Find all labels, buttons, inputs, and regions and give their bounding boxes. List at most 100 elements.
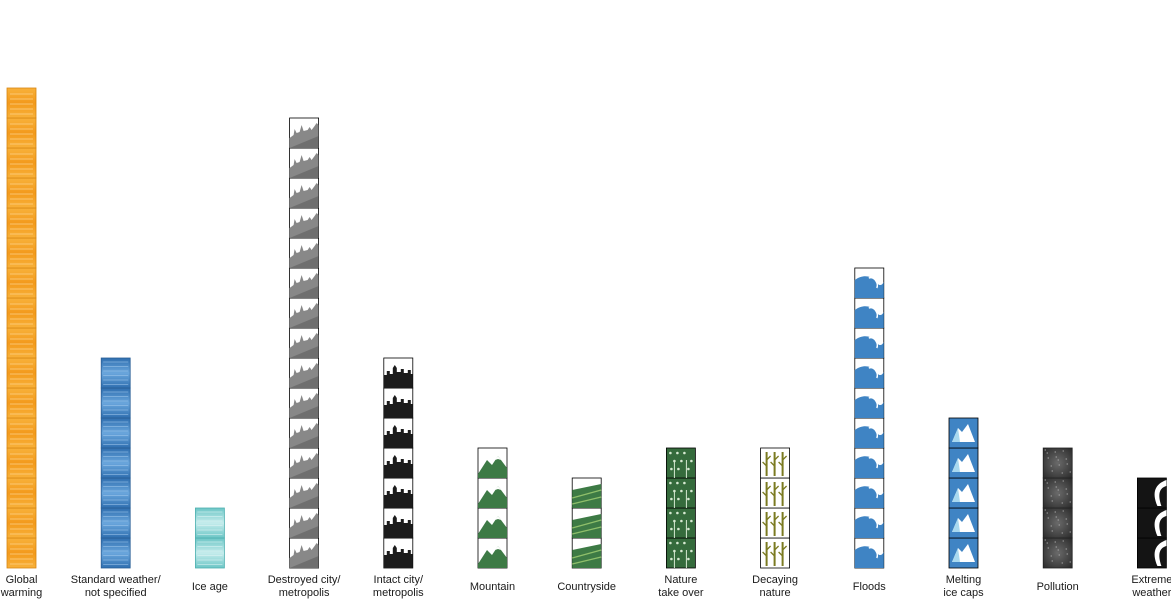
rain-pattern-icon — [100, 417, 131, 449]
iceberg-icon — [948, 477, 979, 509]
tornado-icon — [1137, 507, 1167, 539]
dead-trees-icon — [760, 507, 790, 539]
bar-6 — [571, 477, 602, 569]
category-label-9: Floods — [853, 581, 887, 593]
bar-8 — [760, 447, 790, 569]
smog-icon — [1042, 537, 1073, 569]
jungle-icon — [666, 507, 696, 539]
destroyed-city-icon — [289, 477, 320, 509]
destroyed-city-icon — [289, 297, 320, 329]
bar-9 — [854, 267, 885, 569]
rain-pattern-icon — [100, 447, 131, 479]
category-label-12: Extreme weather — [1131, 574, 1171, 599]
category-label-0: Global warming — [0, 574, 42, 599]
destroyed-city-icon — [289, 237, 320, 269]
bar-3 — [289, 117, 320, 569]
iceberg-icon — [948, 537, 979, 569]
sun-pattern-icon — [6, 357, 37, 389]
bar-11 — [1042, 447, 1073, 569]
wave-icon — [854, 267, 885, 299]
tornado-icon — [1137, 537, 1167, 569]
bar-12 — [1137, 477, 1167, 569]
intact-city-icon — [383, 537, 414, 569]
wave-icon — [854, 447, 885, 479]
mountain-icon — [477, 507, 508, 539]
iceberg-icon — [948, 507, 979, 539]
sun-pattern-icon — [6, 417, 37, 449]
sun-pattern-icon — [6, 87, 37, 119]
rain-pattern-icon — [100, 357, 131, 389]
jungle-icon — [666, 537, 696, 569]
intact-city-icon — [383, 417, 414, 449]
ice-pattern-icon — [194, 507, 225, 539]
wave-icon — [854, 297, 885, 329]
dead-trees-icon — [760, 477, 790, 509]
countryside-icon — [571, 507, 602, 539]
wave-icon — [854, 387, 885, 419]
smog-icon — [1042, 507, 1073, 539]
destroyed-city-icon — [289, 327, 320, 359]
wave-icon — [854, 327, 885, 359]
sun-pattern-icon — [6, 507, 37, 539]
wave-icon — [854, 477, 885, 509]
destroyed-city-icon — [289, 507, 320, 539]
bar-7 — [666, 447, 696, 569]
iceberg-icon — [948, 417, 979, 449]
destroyed-city-icon — [289, 147, 320, 179]
tornado-icon — [1137, 477, 1167, 509]
wave-icon — [854, 357, 885, 389]
sun-pattern-icon — [6, 267, 37, 299]
jungle-icon — [666, 477, 696, 509]
sun-pattern-icon — [6, 537, 37, 569]
destroyed-city-icon — [289, 417, 320, 449]
sun-pattern-icon — [6, 447, 37, 479]
iceberg-icon — [948, 447, 979, 479]
destroyed-city-icon — [289, 357, 320, 389]
destroyed-city-icon — [289, 387, 320, 419]
sun-pattern-icon — [6, 477, 37, 509]
wave-icon — [854, 537, 885, 569]
sun-pattern-icon — [6, 297, 37, 329]
rain-pattern-icon — [100, 387, 131, 419]
countryside-icon — [571, 537, 602, 569]
dead-trees-icon — [760, 537, 790, 569]
destroyed-city-icon — [289, 447, 320, 479]
destroyed-city-icon — [289, 267, 320, 299]
category-label-6: Countryside — [557, 581, 616, 593]
sun-pattern-icon — [6, 207, 37, 239]
sun-pattern-icon — [6, 387, 37, 419]
bar-1 — [100, 357, 131, 569]
category-label-2: Ice age — [192, 581, 228, 593]
sun-pattern-icon — [6, 177, 37, 209]
dead-trees-icon — [760, 447, 790, 479]
intact-city-icon — [383, 357, 414, 389]
category-label-3: Destroyed city/metropolis — [268, 574, 342, 599]
bar-10 — [948, 417, 979, 569]
sun-pattern-icon — [6, 237, 37, 269]
destroyed-city-icon — [289, 537, 320, 569]
sun-pattern-icon — [6, 147, 37, 179]
category-label-5: Mountain — [470, 581, 515, 593]
category-label-8: Decaying nature — [752, 574, 798, 599]
intact-city-icon — [383, 507, 414, 539]
jungle-icon — [666, 447, 696, 479]
bar-0 — [6, 87, 37, 569]
wave-icon — [854, 507, 885, 539]
smog-icon — [1042, 477, 1073, 509]
category-label-4: Intact city/metropolis — [373, 574, 424, 599]
category-label-7: Nature take over — [658, 574, 704, 599]
ice-pattern-icon — [194, 537, 225, 569]
sun-pattern-icon — [6, 327, 37, 359]
category-label-1: Standard weather/not specified — [71, 574, 162, 599]
rain-pattern-icon — [100, 537, 131, 569]
intact-city-icon — [383, 477, 414, 509]
sun-pattern-icon — [6, 117, 37, 149]
rain-pattern-icon — [100, 477, 131, 509]
category-label-10: Melting ice caps — [943, 574, 984, 599]
mountain-icon — [477, 537, 508, 569]
category-label-11: Pollution — [1037, 581, 1079, 593]
rain-pattern-icon — [100, 507, 131, 539]
smog-icon — [1042, 447, 1073, 479]
intact-city-icon — [383, 387, 414, 419]
